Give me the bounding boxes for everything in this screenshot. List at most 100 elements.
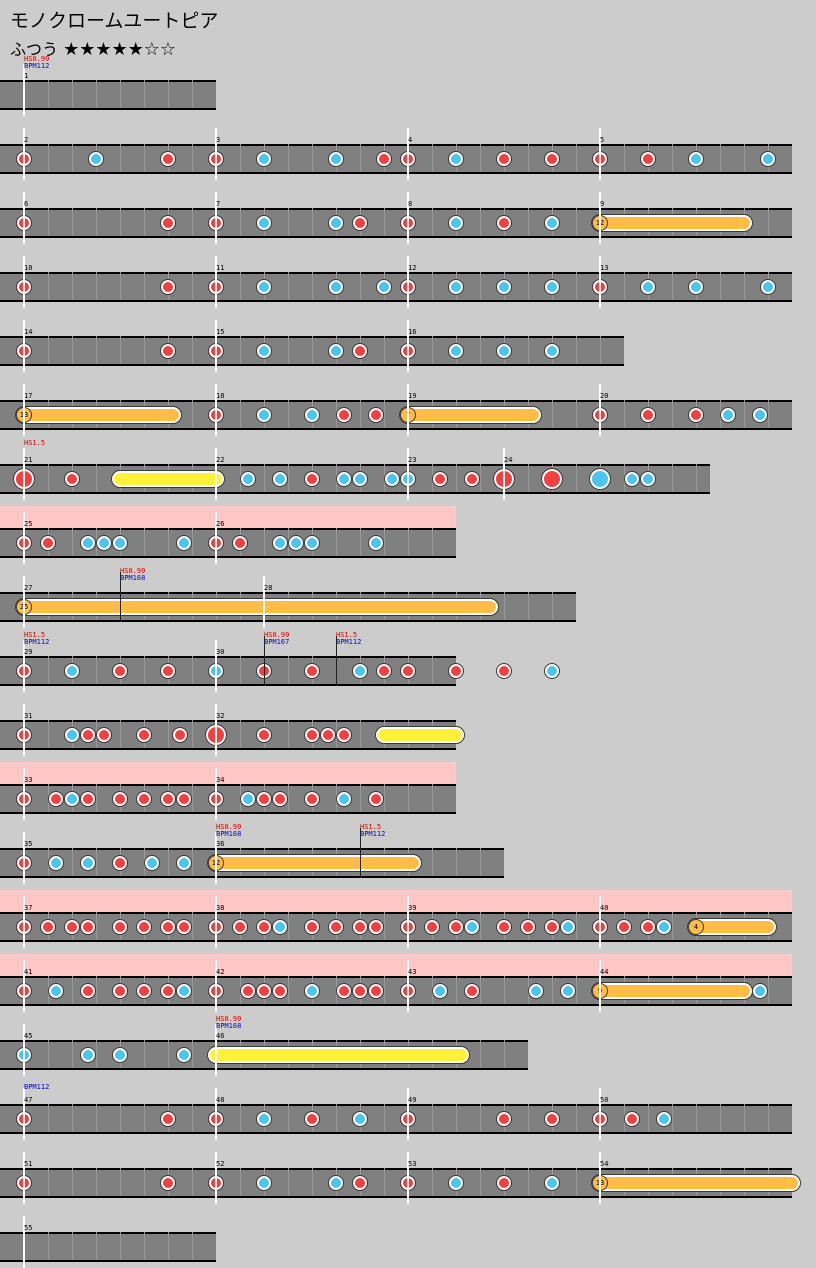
balloon-roll [399, 406, 542, 424]
beat-line [96, 464, 97, 494]
measure-number: 8 [408, 200, 413, 208]
measure-number: 14 [24, 328, 33, 336]
chart-row: 941 42 43 44 [0, 954, 792, 1012]
beat-line [672, 1104, 673, 1134]
don-note [304, 471, 320, 487]
beat-line [120, 144, 121, 174]
don-note [160, 919, 176, 935]
note-lane [0, 1040, 528, 1070]
don-note [160, 983, 176, 999]
beat-line [48, 336, 49, 366]
chart-row: 29 30 HS1.5 BPM112 HS0.99 BPM167 HS1.5 BPM112 [0, 632, 560, 692]
beat-line [432, 528, 433, 558]
measure-line [599, 1088, 601, 1140]
don-note [160, 791, 176, 807]
beat-line [768, 208, 769, 238]
don-note [40, 919, 56, 935]
don-note [136, 791, 152, 807]
measure-number: 7 [216, 200, 221, 208]
ka-note [431, 983, 448, 999]
gogo-band [0, 762, 456, 784]
beat-line [288, 272, 289, 302]
don-note [112, 663, 128, 679]
chart-row: 1 HS0.99 BPM112 [0, 56, 216, 116]
ka-note [64, 663, 80, 679]
note-lane [0, 656, 560, 686]
don-note [544, 151, 560, 167]
beat-line [672, 464, 673, 494]
chart-row: 55 [0, 1210, 216, 1268]
beat-line [744, 400, 745, 430]
measure-number: 6 [24, 200, 29, 208]
measure-number: 12 [408, 264, 417, 272]
measure-number: 53 [408, 1160, 417, 1168]
ka-note [376, 279, 392, 295]
beat-line [264, 464, 265, 494]
measure-line [23, 192, 25, 244]
note-lane: 4 [0, 912, 792, 942]
beat-line [432, 784, 433, 814]
beat-line [240, 272, 241, 302]
beat-line [672, 400, 673, 430]
beat-line [528, 272, 529, 302]
beat-line [96, 1168, 97, 1198]
don-note [64, 919, 80, 935]
measure-line [407, 1088, 409, 1140]
beat-line [192, 144, 193, 174]
beat-line [120, 1104, 121, 1134]
beat-line [288, 208, 289, 238]
don-note [335, 727, 352, 743]
ka-note [328, 279, 344, 295]
measure-line [599, 896, 601, 948]
beat-line [744, 1104, 745, 1134]
don-note [352, 1175, 368, 1191]
ka-note [328, 215, 344, 231]
beat-line [720, 1104, 721, 1134]
ka-note [256, 407, 272, 423]
ka-note [688, 151, 704, 167]
change-flag [264, 636, 265, 686]
don-note [640, 151, 656, 167]
beat-line [144, 1168, 145, 1198]
gogo-band [0, 506, 456, 528]
beat-line [288, 1168, 289, 1198]
beat-line [480, 912, 481, 942]
measure-number: 26 [216, 520, 225, 528]
measure-number: 46 [216, 1032, 225, 1040]
ka-note [335, 471, 352, 487]
beat-line [528, 464, 529, 494]
ka-note [448, 343, 464, 359]
beat-line [240, 1168, 241, 1198]
ka-note [544, 279, 560, 295]
measure-line [215, 512, 217, 564]
scroll-speed-label: HS0.99 [216, 823, 242, 831]
don-note [304, 1111, 320, 1127]
beat-line [288, 400, 289, 430]
beat-line [168, 80, 169, 110]
don-note [448, 663, 464, 679]
ka-note [271, 471, 288, 487]
ka-note [328, 1175, 344, 1191]
beat-line [336, 528, 337, 558]
don-note [136, 919, 152, 935]
note-lane [0, 784, 456, 814]
don-note [319, 727, 336, 743]
note-lane: 9 [0, 976, 792, 1006]
measure-number: 2 [24, 136, 29, 144]
ka-note [352, 1111, 368, 1127]
beat-line [168, 1040, 169, 1070]
beat-line [480, 848, 481, 878]
ka-note [256, 1175, 272, 1191]
beat-line [120, 1168, 121, 1198]
chart-row: 1351 52 53 54 [0, 1146, 801, 1204]
beat-line [96, 912, 97, 942]
ka-note [175, 1047, 192, 1063]
measure-number: 9 [600, 200, 605, 208]
measure-line [407, 448, 409, 500]
measure-number: 13 [600, 264, 609, 272]
beat-line [768, 400, 769, 430]
note-lane [0, 336, 624, 366]
measure-number: 27 [24, 584, 33, 592]
ka-note [112, 1047, 128, 1063]
beat-line [696, 1104, 697, 1134]
